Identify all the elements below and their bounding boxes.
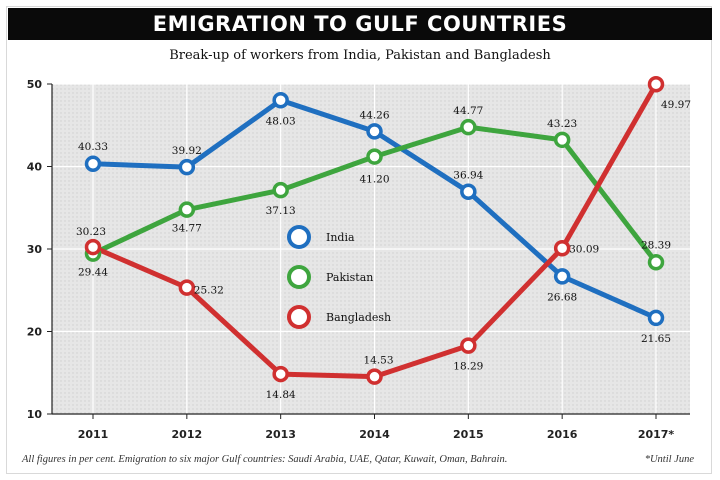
footnote: All figures in per cent. Emigration to s… (22, 454, 508, 465)
x-tick-label: 2014 (359, 428, 390, 441)
data-point-pakistan (553, 131, 571, 149)
data-point-bangladesh (84, 238, 102, 256)
data-label-india: 40.33 (78, 141, 108, 153)
data-point-pakistan (647, 254, 665, 271)
data-label-bangladesh: 49.97 (661, 99, 691, 111)
chart-subtitle: Break-up of workers from India, Pakistan… (169, 48, 551, 63)
data-label-india: 21.65 (641, 333, 671, 345)
data-label-bangladesh: 14.84 (266, 389, 296, 401)
data-point-pakistan (460, 118, 477, 136)
chart-frame (6, 6, 712, 474)
data-point-bangladesh (366, 368, 383, 385)
data-point-bangladesh (272, 365, 289, 383)
x-tick-label: 2016 (547, 428, 578, 441)
legend-label-pakistan: Pakistan (326, 271, 373, 284)
data-label-bangladesh: 25.32 (194, 285, 224, 297)
data-label-india: 36.94 (453, 170, 483, 182)
x-tick-label: 2013 (265, 428, 296, 441)
data-label-pakistan: 41.20 (359, 174, 389, 186)
data-label-bangladesh: 18.29 (453, 361, 483, 373)
legend-marker-pakistan (287, 265, 311, 289)
data-label-india: 48.03 (266, 115, 296, 127)
data-point-pakistan (272, 181, 289, 199)
data-point-pakistan (366, 148, 383, 165)
data-label-pakistan: 34.77 (172, 223, 202, 235)
legend-label-bangladesh: Bangladesh (326, 311, 391, 324)
data-label-india: 26.68 (547, 291, 577, 303)
x-tick-label: 2017* (638, 428, 675, 441)
data-point-india (647, 309, 665, 327)
data-label-india: 44.26 (359, 109, 389, 121)
legend-label-india: India (326, 231, 355, 244)
data-label-india: 39.92 (172, 145, 202, 157)
data-label-bangladesh: 14.53 (363, 355, 393, 367)
y-tick-label: 40 (27, 161, 43, 174)
data-point-india (553, 268, 571, 285)
data-point-pakistan (178, 201, 196, 218)
x-tick-label: 2015 (453, 428, 484, 441)
y-tick-label: 50 (27, 78, 43, 91)
y-tick-label: 20 (27, 326, 43, 339)
data-label-pakistan: 44.77 (453, 105, 483, 117)
data-label-pakistan: 29.44 (78, 267, 108, 279)
data-label-pakistan: 37.13 (266, 205, 296, 217)
data-point-bangladesh (647, 75, 665, 93)
data-label-pakistan: 28.39 (641, 239, 671, 251)
x-tick-label: 2012 (172, 428, 203, 441)
data-point-india (84, 155, 102, 173)
data-point-india (178, 158, 196, 176)
data-point-india (272, 92, 289, 109)
data-point-bangladesh (178, 279, 196, 296)
y-tick-label: 10 (27, 408, 43, 421)
legend-marker-bangladesh (287, 305, 311, 329)
y-tick-label: 30 (27, 243, 43, 256)
data-point-bangladesh (553, 240, 571, 257)
footnote-until: *Until June (644, 454, 694, 465)
data-point-bangladesh (460, 337, 477, 354)
data-label-pakistan: 43.23 (547, 118, 577, 130)
data-label-bangladesh: 30.23 (76, 226, 106, 238)
legend-marker-india (287, 225, 311, 249)
data-label-bangladesh: 30.09 (569, 243, 599, 255)
data-point-india (366, 123, 383, 140)
x-tick-label: 2011 (78, 428, 109, 441)
data-point-india (460, 183, 477, 200)
chart-title: EMIGRATION TO GULF COUNTRIES (8, 8, 712, 40)
